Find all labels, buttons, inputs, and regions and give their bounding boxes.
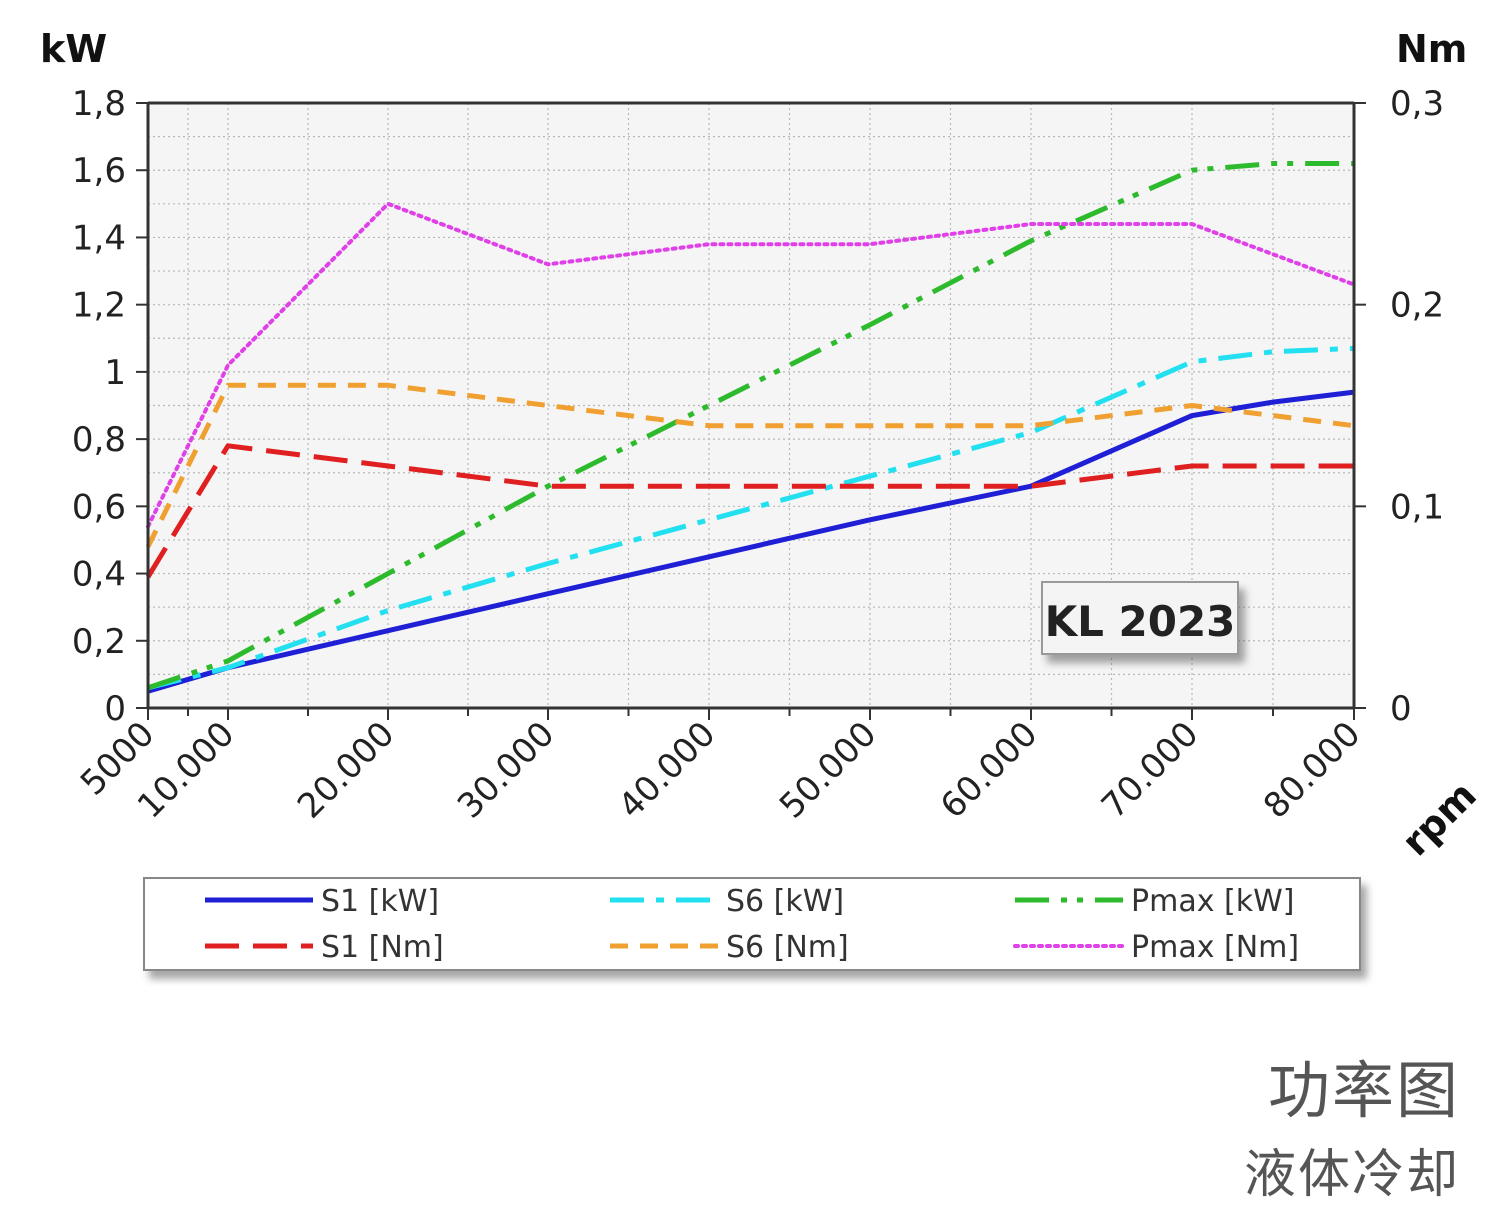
y-left-tick-label: 0,2 [72, 622, 126, 662]
x-tick-label: 40.000 [611, 714, 723, 826]
series-line-5 [146, 201, 1356, 529]
legend-label-5: Pmax [Nm] [1131, 930, 1299, 965]
x-tick-label: 70.000 [1094, 714, 1206, 826]
y-left-tick-label: 1,8 [72, 84, 126, 124]
y-right-unit-label: Nm [1396, 27, 1467, 71]
y-left-tick-label: 1 [104, 353, 126, 393]
power-chart: 00,20,40,60,811,21,41,61,800,10,20,35000… [40, 27, 1485, 971]
y-left-tick-label: 1,4 [72, 218, 126, 258]
x-tick-label: 80.000 [1256, 714, 1368, 826]
x-tick-label: 50.000 [772, 714, 884, 826]
x-tick-label: 60.000 [933, 714, 1045, 826]
x-tick-label: 30.000 [450, 714, 562, 826]
y-left-tick-label: 0,8 [72, 420, 126, 460]
y-right-tick-label: 0,3 [1390, 84, 1444, 124]
series-line-2 [147, 161, 1354, 691]
x-unit-label: rpm [1393, 773, 1485, 865]
y-left-unit-label: kW [40, 27, 107, 71]
y-left-tick-label: 1,2 [72, 286, 126, 326]
series-line-3 [145, 443, 1354, 579]
y-left-tick-label: 0 [104, 689, 126, 729]
series-line-1 [147, 345, 1355, 691]
y-left-tick-label: 1,6 [72, 151, 126, 191]
y-right-tick-label: 0,2 [1390, 286, 1444, 326]
model-badge: KL 2023 [1041, 581, 1239, 655]
y-right-tick-label: 0,1 [1390, 487, 1444, 527]
legend: S1 [kW] S6 [kW] Pmax [kW] S1 [Nm] S6 [Nm] Pma… [143, 877, 1361, 971]
caption-subtitle: 液体冷却 [1243, 1145, 1460, 1205]
y-right-tick-label: 0 [1390, 689, 1412, 729]
legend-label-1: S6 [kW] [726, 884, 844, 919]
y-left-tick-label: 0,6 [72, 487, 126, 527]
series-lines [145, 161, 1356, 694]
caption-title: 功率图 [1267, 1054, 1460, 1127]
model-badge-text: KL 2023 [1045, 597, 1236, 646]
y-left-tick-label: 0,4 [72, 555, 126, 595]
x-tick-label: 20.000 [290, 714, 402, 826]
series-line-0 [147, 389, 1355, 694]
legend-label-2: Pmax [kW] [1131, 884, 1294, 919]
legend-label-3: S1 [Nm] [321, 930, 444, 965]
legend-label-0: S1 [kW] [321, 884, 439, 919]
series-line-4 [145, 382, 1355, 548]
legend-label-4: S6 [Nm] [726, 930, 849, 965]
